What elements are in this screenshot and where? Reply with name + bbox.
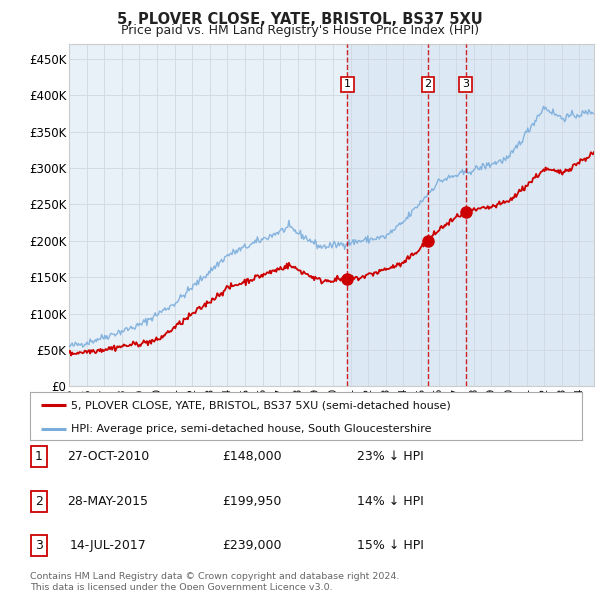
Text: 3: 3 (35, 539, 43, 552)
Text: £239,000: £239,000 (222, 539, 282, 552)
Text: 5, PLOVER CLOSE, YATE, BRISTOL, BS37 5XU: 5, PLOVER CLOSE, YATE, BRISTOL, BS37 5XU (117, 12, 483, 27)
Text: 5, PLOVER CLOSE, YATE, BRISTOL, BS37 5XU (semi-detached house): 5, PLOVER CLOSE, YATE, BRISTOL, BS37 5XU… (71, 400, 451, 410)
Text: 1: 1 (35, 450, 43, 463)
Text: £199,950: £199,950 (223, 494, 281, 507)
Text: 27-OCT-2010: 27-OCT-2010 (67, 450, 149, 463)
Text: £148,000: £148,000 (222, 450, 282, 463)
Text: 23% ↓ HPI: 23% ↓ HPI (356, 450, 424, 463)
Text: 14% ↓ HPI: 14% ↓ HPI (356, 494, 424, 507)
Text: 14-JUL-2017: 14-JUL-2017 (70, 539, 146, 552)
Text: 2: 2 (424, 79, 431, 89)
Bar (347, 44, 594, 386)
Text: 28-MAY-2015: 28-MAY-2015 (67, 494, 149, 507)
Text: Price paid vs. HM Land Registry's House Price Index (HPI): Price paid vs. HM Land Registry's House … (121, 24, 479, 37)
Text: 2: 2 (35, 494, 43, 507)
Text: HPI: Average price, semi-detached house, South Gloucestershire: HPI: Average price, semi-detached house,… (71, 424, 432, 434)
Text: 3: 3 (462, 79, 469, 89)
Text: Contains HM Land Registry data © Crown copyright and database right 2024.
This d: Contains HM Land Registry data © Crown c… (30, 572, 400, 590)
Text: 15% ↓ HPI: 15% ↓ HPI (356, 539, 424, 552)
Text: 1: 1 (344, 79, 351, 89)
